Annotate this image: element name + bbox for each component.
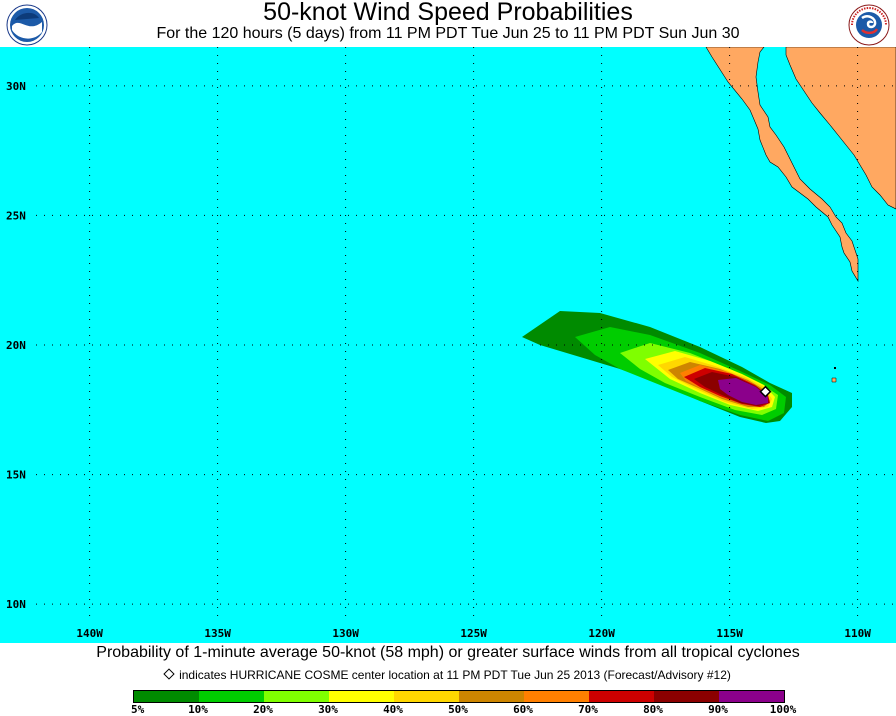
lat-lon-gridlines bbox=[36, 47, 896, 623]
mainland-mexico-landmass bbox=[785, 47, 896, 210]
baja-california-landmass bbox=[705, 47, 859, 283]
ocean-area bbox=[0, 47, 896, 643]
contour-90-100 bbox=[718, 378, 768, 405]
legend-label: 80% bbox=[643, 703, 663, 716]
legend-label: 60% bbox=[513, 703, 533, 716]
socorro-island bbox=[831, 377, 837, 383]
legend-label: 70% bbox=[578, 703, 598, 716]
legend-label: 30% bbox=[318, 703, 338, 716]
legend-label: 50% bbox=[448, 703, 468, 716]
latitude-labels: 30N 25N 20N 15N 10N bbox=[6, 80, 26, 611]
storm-note: indicates HURRICANE COSME center locatio… bbox=[0, 667, 896, 683]
legend-label: 100% bbox=[769, 703, 797, 716]
legend-labels: 5% 10% 20% 30% 40% 50% 60% 70% 80% 90% 100% bbox=[0, 703, 896, 716]
legend-label: 5% bbox=[131, 703, 145, 716]
longitude-label: 115W bbox=[716, 627, 743, 640]
latitude-label: 25N bbox=[6, 209, 26, 222]
longitude-label: 120W bbox=[588, 627, 615, 640]
probability-contours bbox=[522, 311, 792, 423]
longitude-labels: 140W 135W 130W 125W 120W 115W 110W bbox=[76, 627, 871, 640]
storm-note-text: indicates HURRICANE COSME center locatio… bbox=[179, 668, 731, 682]
nws-logo-icon bbox=[848, 4, 890, 46]
legend-swatch bbox=[133, 690, 199, 703]
legend-swatch bbox=[654, 690, 719, 703]
legend-label: 90% bbox=[708, 703, 728, 716]
noaa-logo-icon bbox=[6, 4, 48, 46]
latitude-label: 30N bbox=[6, 80, 26, 93]
legend-label: 20% bbox=[253, 703, 273, 716]
probability-map: 30N 25N 20N 15N 10N 140W 135W 130W 125W 120W 115W… bbox=[0, 47, 896, 643]
storm-diamond-icon bbox=[163, 668, 175, 680]
probability-legend bbox=[133, 690, 785, 703]
latitude-label: 10N bbox=[6, 598, 26, 611]
latitude-label: 15N bbox=[6, 469, 26, 482]
page-subtitle: For the 120 hours (5 days) from 11 PM PD… bbox=[156, 25, 740, 42]
clarion-island bbox=[834, 367, 836, 369]
longitude-label: 110W bbox=[844, 627, 871, 640]
legend-swatch bbox=[199, 690, 264, 703]
longitude-label: 125W bbox=[460, 627, 487, 640]
latitude-label: 20N bbox=[6, 339, 26, 352]
longitude-label: 135W bbox=[204, 627, 231, 640]
legend-swatch bbox=[329, 690, 394, 703]
legend-swatch bbox=[264, 690, 329, 703]
legend-swatch bbox=[459, 690, 524, 703]
map-caption: Probability of 1-minute average 50-knot … bbox=[96, 644, 800, 661]
longitude-label: 140W bbox=[76, 627, 103, 640]
legend-swatch bbox=[524, 690, 589, 703]
longitude-label: 130W bbox=[332, 627, 359, 640]
legend-swatch bbox=[589, 690, 654, 703]
legend-label: 10% bbox=[188, 703, 208, 716]
legend-label: 40% bbox=[383, 703, 403, 716]
storm-center-marker bbox=[759, 385, 772, 398]
legend-swatch bbox=[719, 690, 785, 703]
legend-swatch bbox=[394, 690, 459, 703]
page-title: 50-knot Wind Speed Probabilities bbox=[263, 0, 633, 26]
storm-center-diamond bbox=[759, 385, 772, 398]
